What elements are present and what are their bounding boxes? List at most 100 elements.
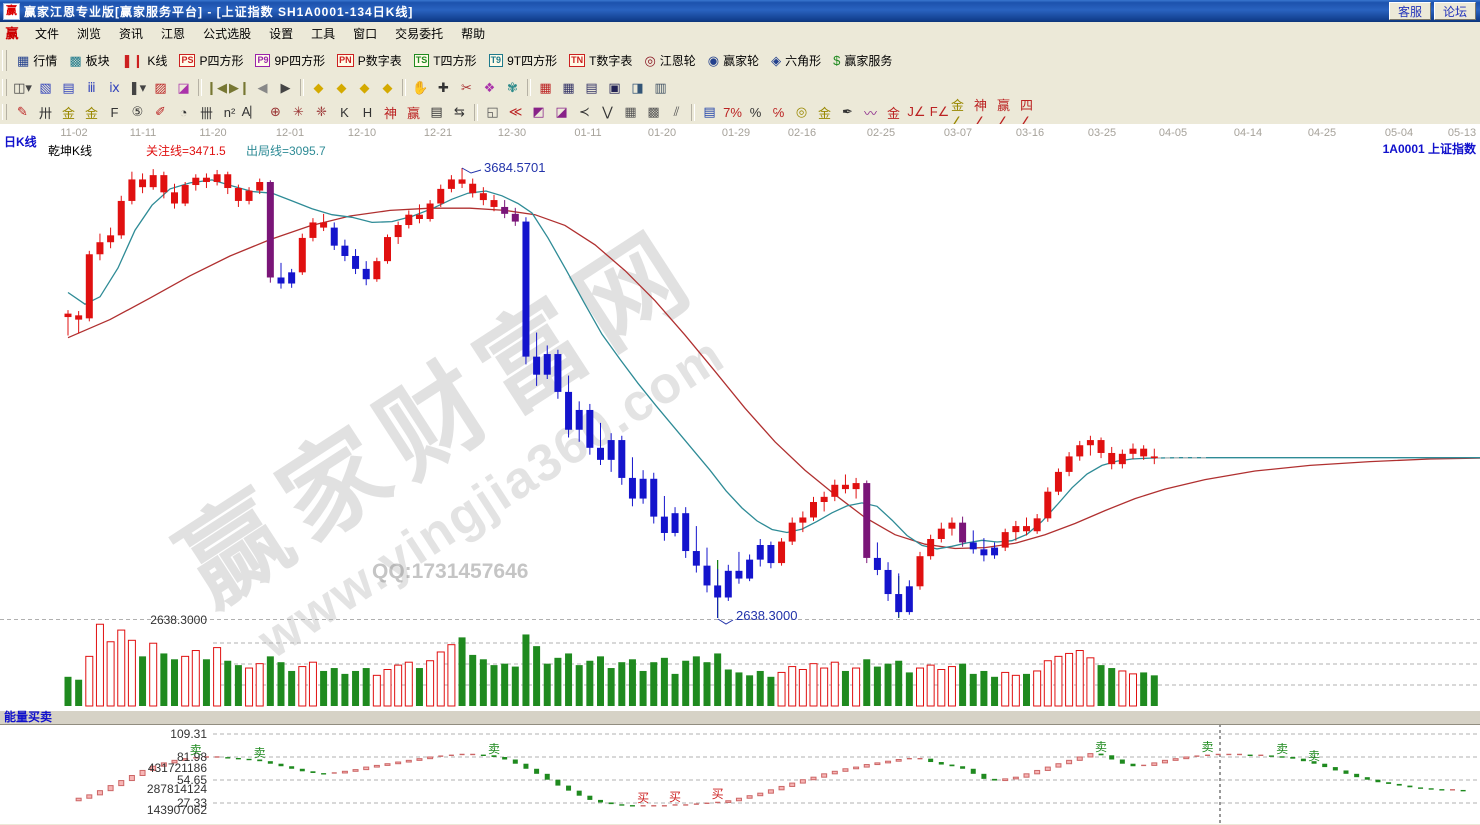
gold-tool-2-icon[interactable]: 金 [84,105,98,121]
menu-item-3[interactable]: 江恩 [161,27,186,41]
toolbar-button-sectors[interactable]: ▩ 板块 [63,50,115,71]
cut-tool-icon[interactable]: ✂ [461,79,472,95]
ruler-123-icon[interactable]: ▤ [430,104,443,119]
pencil-red-icon[interactable]: ✎ [17,104,28,119]
fan-box-2-icon[interactable]: ◪ [555,104,568,119]
gold-circle-icon[interactable]: ◎ [795,104,808,119]
f-grid-icon[interactable]: F [110,104,119,120]
compass-circle-icon[interactable]: ⊕ [270,104,281,119]
f-angle-icon[interactable]: F∠ [929,104,950,119]
fan-red-icon[interactable]: ≪ [508,104,523,119]
chart-area[interactable]: 赢家财富网 www.yingjia360.com QQ:1731457646 1… [0,124,1480,824]
menu-item-6[interactable]: 工具 [311,27,336,41]
menu-item-8[interactable]: 交易委托 [395,27,444,41]
page-back-icon[interactable]: ◀ [257,79,268,95]
list-percent-icon[interactable]: ▤ [703,104,716,119]
forum-button[interactable]: 论坛 [1433,2,1476,20]
menu-item-5[interactable]: 设置 [269,27,294,41]
kline-chart-canvas[interactable] [0,124,1480,824]
menu-item-4[interactable]: 公式选股 [203,27,252,41]
toolbar-button-t-table[interactable]: TN T数字表 [563,50,638,71]
star-grid-1-icon[interactable]: ✳ [293,104,304,119]
toolbar-button-winner-wheel[interactable]: ◉ 赢家轮 [702,50,765,71]
five-grid-icon[interactable]: ⑤ [131,104,144,119]
calendar-21-icon[interactable]: ▦ [539,79,552,95]
printer-icon[interactable]: ▥ [654,79,667,95]
zoom-vert-diamond-icon[interactable]: ◆ [359,79,370,95]
si-angle-icon[interactable]: 四∠ [1020,97,1034,129]
crosshair-tool-icon[interactable]: ✚ [438,79,449,95]
percent-7-icon[interactable]: 7% [723,104,742,120]
jump-last-icon[interactable]: ▶❙ [229,79,250,95]
gold-line-icon[interactable]: 金 [817,105,831,121]
v-wave-icon[interactable]: ⋁ [602,104,613,119]
ying-tool-icon[interactable]: 赢 [406,105,420,121]
toolbar-button-hexagon[interactable]: ◈ 六角形 [765,50,827,71]
gold-under-icon[interactable]: 金 [886,105,900,121]
box-tool-icon[interactable]: ◱ [486,104,499,119]
gold-angle-icon[interactable]: 金∠ [951,97,965,129]
ying-angle-icon[interactable]: 赢∠ [997,97,1011,129]
calculator-icon[interactable]: ▦ [562,79,575,95]
gold-tool-1-icon[interactable]: 金 [61,105,75,121]
zoom-right-diamond-icon[interactable]: ◆ [336,79,347,95]
k-quote-icon[interactable]: Κ [340,104,349,120]
menu-item-7[interactable]: 窗口 [353,27,378,41]
ink-tool-icon[interactable]: ✒ [842,104,853,119]
toolbar-button-9t-square[interactable]: T9 9T四方形 [483,50,564,71]
angle-fan-icon[interactable]: ≺ [579,104,590,119]
toolbar-button-quotes[interactable]: ▦ 行情 [11,50,63,71]
toolbar-button-winner-service[interactable]: $ 赢家服务 [827,50,898,71]
shen-tool-icon[interactable]: 神 [383,105,397,121]
hand-tool-icon[interactable]: ✋ [412,79,429,95]
period-label[interactable]: 日K线 [4,135,37,149]
save-floppy-icon[interactable]: ▣ [608,79,621,95]
menu-item-0[interactable]: 文件 [35,27,60,41]
pattern-tool-teal-icon[interactable]: ✾ [507,79,518,95]
j-angle-icon[interactable]: J∠ [907,104,926,119]
candle-style-icon[interactable]: ◫▾ [13,79,32,95]
zoom-left-diamond-icon[interactable]: ◆ [313,79,324,95]
page-forward-icon[interactable]: ▶ [280,79,291,95]
width-arrows-icon[interactable]: ⇆ [454,104,465,119]
time-circle-icon[interactable]: ◔ [179,104,188,120]
star-grid-2-icon[interactable]: ❈ [316,104,327,119]
send-screen-icon[interactable]: ◨ [631,79,644,95]
gann-tool-purple-icon[interactable]: ❖ [483,79,496,95]
zoom-expand-diamond-icon[interactable]: ◆ [382,79,393,95]
notes-icon[interactable]: ▤ [585,79,598,95]
k-color-chart-icon[interactable]: ◪ [177,79,190,95]
bars-3-icon[interactable]: ⅲ [87,79,96,95]
customer-service-button[interactable]: 客服 [1388,2,1431,20]
n2-tool-icon[interactable]: n² [223,104,236,120]
percent-icon[interactable]: % [749,104,762,120]
hash-wide-icon[interactable]: 卌 [199,105,213,121]
percent-lines-icon[interactable]: ℅ [772,104,785,120]
info-list-icon[interactable]: ▤ [62,79,75,95]
menu-item-1[interactable]: 浏览 [77,27,102,41]
h-quote-icon[interactable]: Η [362,104,373,120]
toolbar-button-t-square[interactable]: TS T四方形 [408,50,483,71]
toolbar-button-9p-square[interactable]: P9 9P四方形 [249,50,331,71]
shen-angle-icon[interactable]: 神∠ [974,97,988,129]
jump-first-icon[interactable]: ❙◀ [206,79,227,95]
brush-red-icon[interactable]: ✐ [155,104,166,119]
toolbar-button-gann-wheel[interactable]: ◎ 江恩轮 [638,50,701,71]
wave-box-icon[interactable]: 〰 [863,105,877,121]
toolbar-button-kline[interactable]: ❚❙ K线 [116,50,174,71]
bars-9-icon[interactable]: ⅸ [109,79,120,95]
zigzag-window-icon[interactable]: ▧ [39,79,52,95]
menu-item-9[interactable]: 帮助 [461,27,486,41]
toolbar-button-p-square[interactable]: PS P四方形 [173,50,249,71]
grid-box-icon[interactable]: ▩ [647,104,660,119]
a-line-icon[interactable]: A⎸ [241,104,264,119]
parallel-lines-icon[interactable]: ⫽ [673,104,680,119]
k-pattern-red-icon[interactable]: ▨ [154,79,167,95]
grid-tool-icon[interactable]: ▦ [624,104,637,119]
fan-box-1-icon[interactable]: ◩ [532,104,545,119]
indicator-separator-bar[interactable]: 能量买卖 [0,710,1480,725]
gann-hash-icon[interactable]: 卅 [38,105,52,121]
candle-simple-icon[interactable]: ❚▾ [128,79,147,95]
toolbar-button-p-table[interactable]: PN P数字表 [331,50,408,71]
menu-item-2[interactable]: 资讯 [119,27,144,41]
